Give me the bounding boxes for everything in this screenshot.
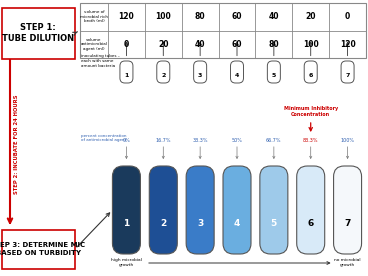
Text: 40: 40	[195, 40, 205, 49]
Text: no microbial
growth: no microbial growth	[334, 258, 361, 267]
Text: 7: 7	[344, 219, 351, 228]
Text: 120: 120	[118, 12, 134, 21]
FancyBboxPatch shape	[260, 166, 288, 254]
FancyBboxPatch shape	[1, 230, 74, 269]
Text: 60: 60	[232, 12, 242, 21]
Text: STEP 1:
TUBE DILUTION: STEP 1: TUBE DILUTION	[2, 23, 74, 43]
Text: inoculating tubes –
each with same
amount bacteria: inoculating tubes – each with same amoun…	[81, 54, 120, 68]
Text: 3: 3	[198, 73, 202, 78]
FancyBboxPatch shape	[186, 166, 214, 254]
Text: 6: 6	[308, 73, 313, 78]
FancyBboxPatch shape	[113, 166, 141, 254]
Text: 0%: 0%	[123, 137, 130, 142]
Text: 5: 5	[271, 219, 277, 228]
FancyBboxPatch shape	[1, 7, 74, 59]
Text: 33.3%: 33.3%	[192, 137, 208, 142]
Text: 60: 60	[232, 40, 242, 49]
FancyBboxPatch shape	[223, 166, 251, 254]
Text: 83.3%: 83.3%	[303, 137, 318, 142]
Text: 66.7%: 66.7%	[266, 137, 282, 142]
Text: 100%: 100%	[340, 137, 355, 142]
Text: high microbial
growth: high microbial growth	[111, 258, 142, 267]
FancyBboxPatch shape	[230, 61, 244, 83]
Text: 1: 1	[124, 73, 129, 78]
Text: 80: 80	[269, 40, 279, 49]
FancyBboxPatch shape	[333, 166, 362, 254]
Text: 100: 100	[155, 12, 171, 21]
Text: 80: 80	[195, 12, 205, 21]
Text: 120: 120	[340, 40, 355, 49]
Text: 16.7%: 16.7%	[156, 137, 171, 142]
Text: volume of
microbial rich
broth (ml): volume of microbial rich broth (ml)	[80, 10, 108, 23]
Text: 3: 3	[197, 219, 203, 228]
FancyBboxPatch shape	[297, 166, 325, 254]
Text: 2: 2	[161, 73, 166, 78]
Text: 1: 1	[123, 219, 130, 228]
Bar	[80, 3, 366, 58]
Text: 2: 2	[160, 219, 166, 228]
Text: STEP 2: INCUBATE FOR 24 HOURS: STEP 2: INCUBATE FOR 24 HOURS	[14, 94, 19, 194]
Text: Minimum Inhibitory
Concentration: Minimum Inhibitory Concentration	[284, 106, 338, 117]
Text: 50%: 50%	[231, 137, 243, 142]
FancyBboxPatch shape	[341, 61, 354, 83]
FancyBboxPatch shape	[304, 61, 317, 83]
Text: percent concentration
of antimicrobial agent: percent concentration of antimicrobial a…	[81, 134, 127, 142]
Text: 20: 20	[158, 40, 169, 49]
Text: 4: 4	[234, 219, 240, 228]
FancyBboxPatch shape	[157, 61, 170, 83]
Text: 7: 7	[346, 73, 350, 78]
Text: STEP 3: DETERMINE MIC
BASED ON TURBIDITY: STEP 3: DETERMINE MIC BASED ON TURBIDITY	[0, 242, 86, 256]
Text: 0: 0	[124, 40, 129, 49]
Text: 5: 5	[272, 73, 276, 78]
Text: 40: 40	[269, 12, 279, 21]
Text: 20: 20	[305, 12, 316, 21]
FancyBboxPatch shape	[268, 61, 280, 83]
FancyBboxPatch shape	[149, 166, 177, 254]
Text: 4: 4	[235, 73, 239, 78]
Text: volume
antimicrobial
agent (ml): volume antimicrobial agent (ml)	[81, 38, 107, 51]
Text: 6: 6	[308, 219, 314, 228]
FancyBboxPatch shape	[120, 61, 133, 83]
FancyBboxPatch shape	[194, 61, 207, 83]
Text: 0: 0	[345, 12, 350, 21]
Text: 100: 100	[303, 40, 319, 49]
